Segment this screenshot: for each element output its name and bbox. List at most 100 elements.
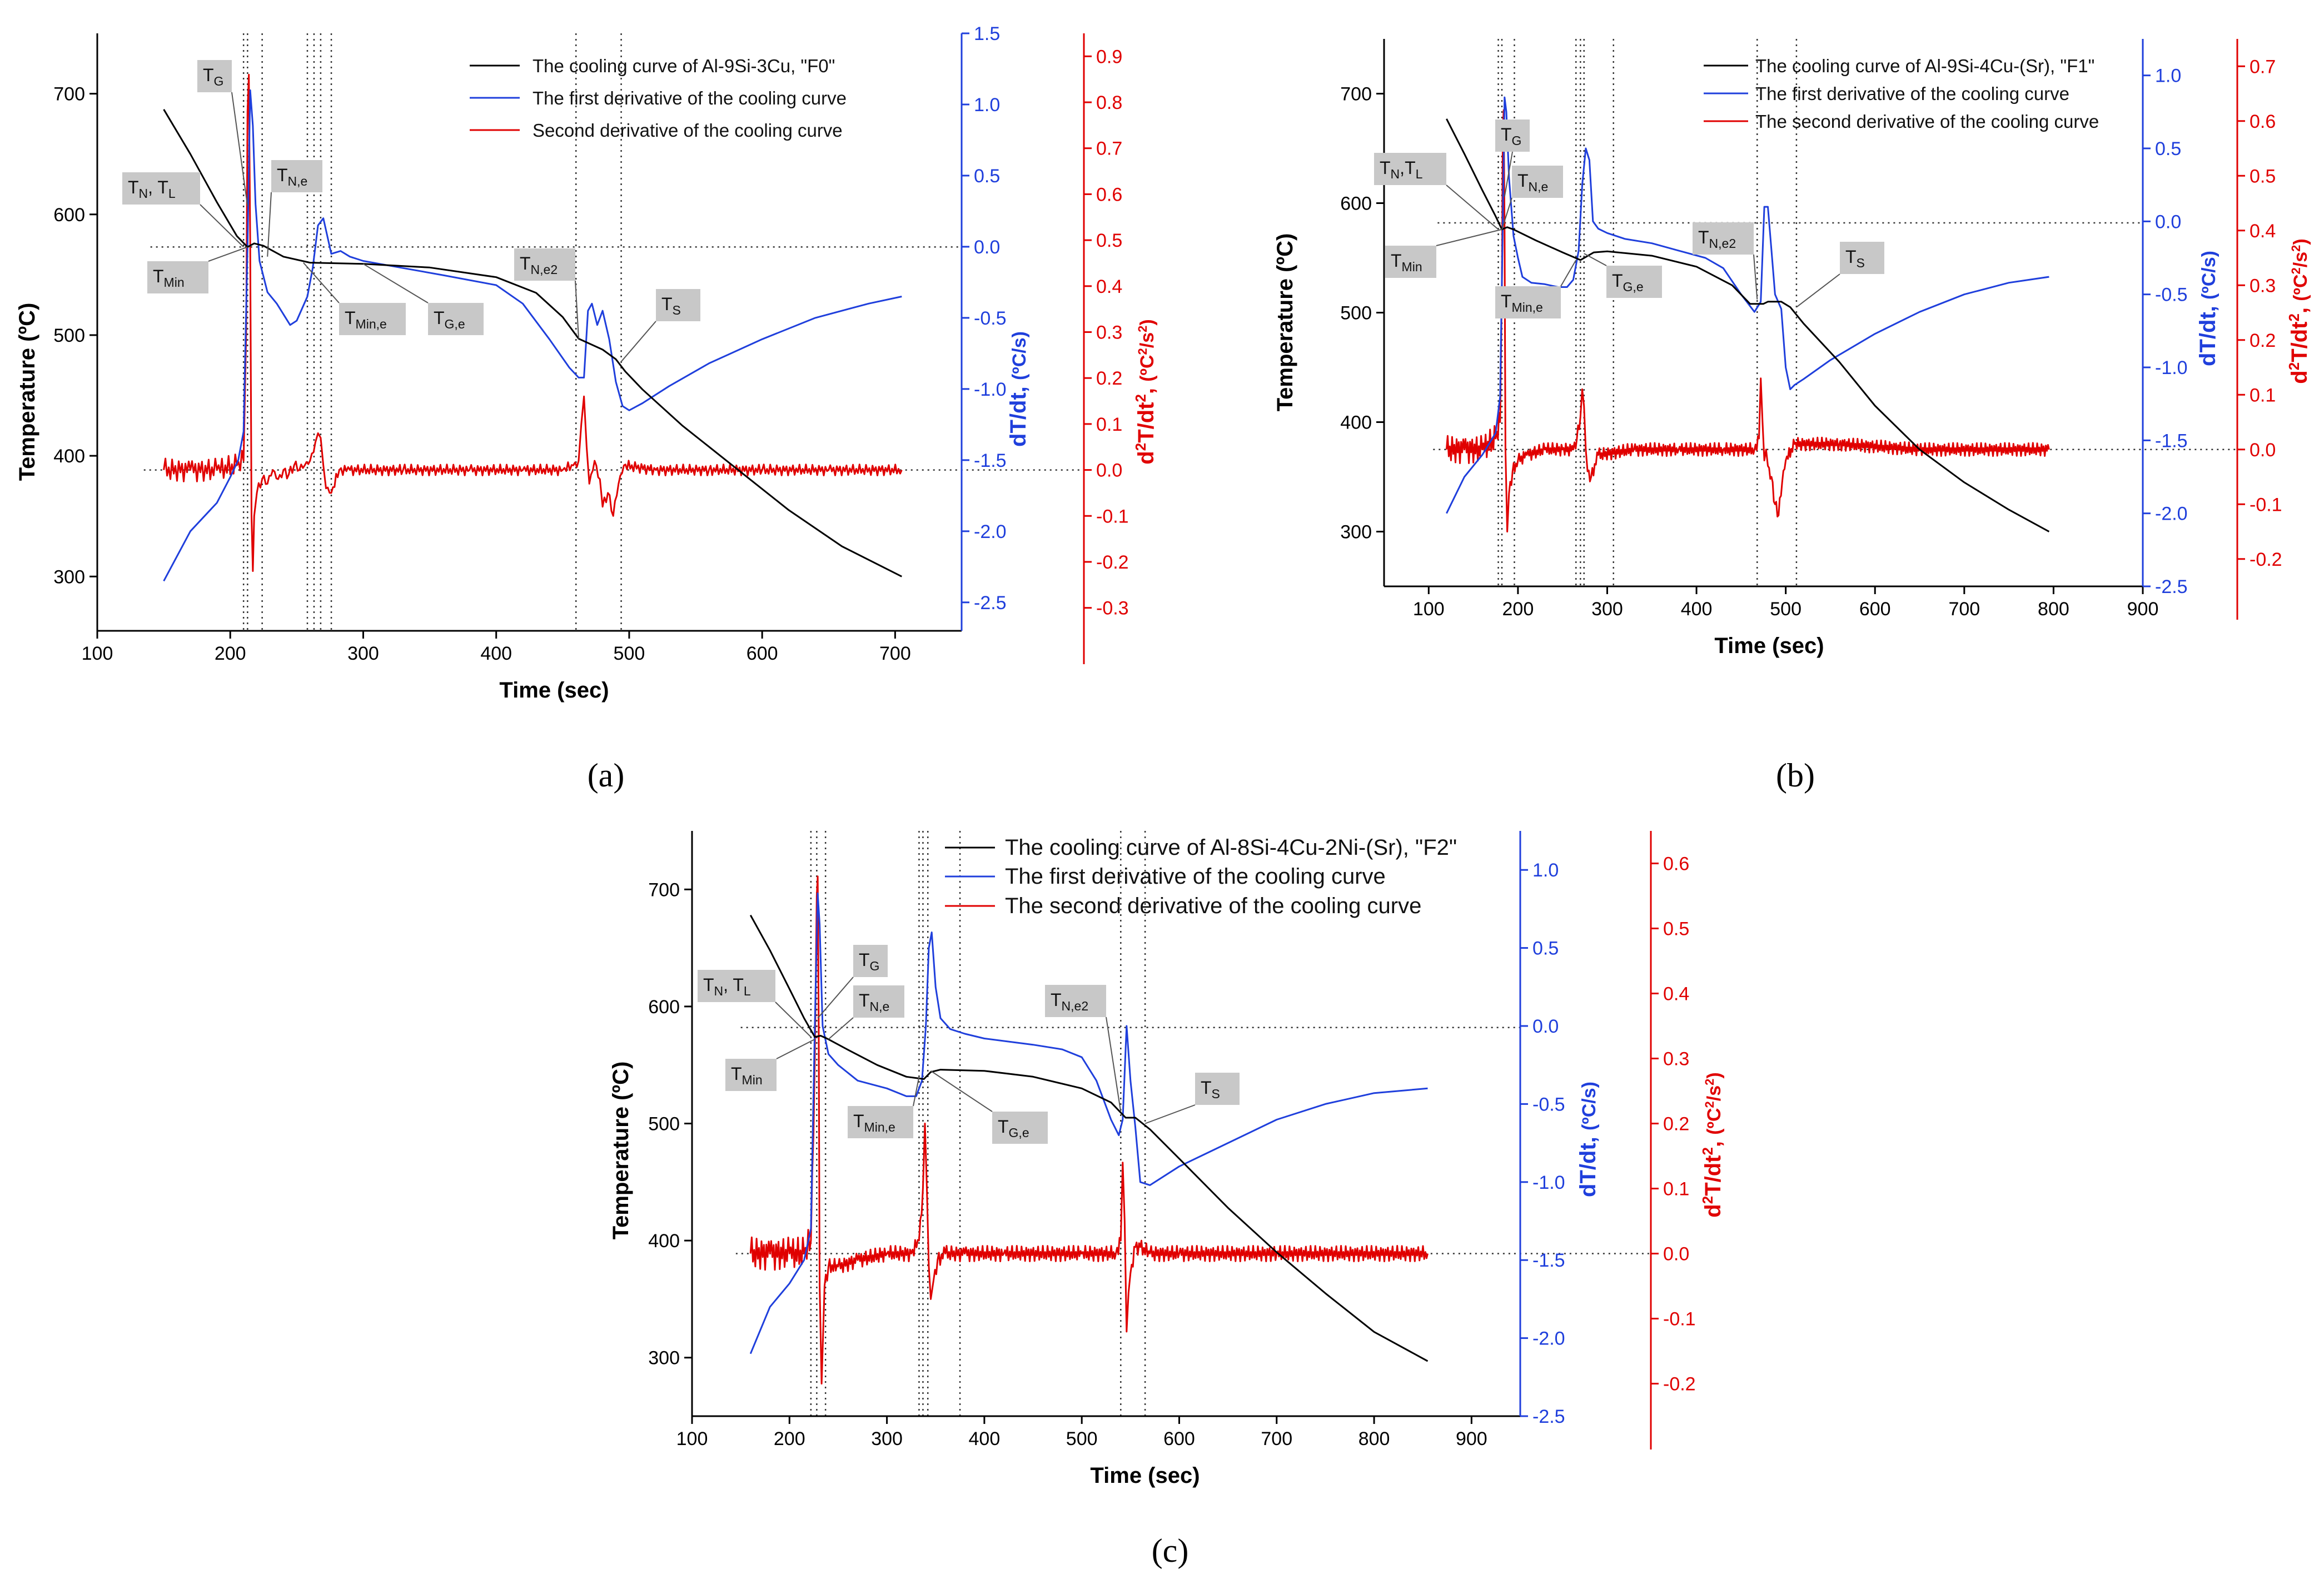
panel-b-annotation-label: TS <box>1845 247 1865 270</box>
panel-c-x-tick-label: 700 <box>1261 1428 1292 1449</box>
panel-a-annotation-leader <box>208 246 248 262</box>
panel-c-annotation-box <box>848 1106 913 1138</box>
panel-c-annotation-label: TG <box>859 950 879 973</box>
panel-b-legend: The cooling curve of Al-9Si-4Cu-(Sr), "F… <box>1704 56 2099 132</box>
panel-b-annotation-leader <box>1436 228 1502 246</box>
panel-b-x-tick-label: 400 <box>1681 599 1713 620</box>
panel-a-annotation-leader <box>620 321 656 362</box>
panel-a-dT-tick-label: -1.0 <box>974 379 1007 400</box>
panel-a-annotation-label: TMin,e <box>345 308 387 331</box>
panel-a-ylabel-dT: dT/dt, (ºC/s) <box>1006 331 1031 447</box>
panel-c-annotation-box <box>992 1112 1048 1144</box>
panel-a-ylabel-temp: Temperature (ºC) <box>15 303 39 481</box>
panel-a-annotation-box <box>122 172 200 205</box>
panel-b-annotation-label: TG,e <box>1612 271 1644 294</box>
panel-a-annotation-box <box>197 60 232 92</box>
panel-b-dT-tick-label: -0.5 <box>2155 285 2188 306</box>
panel-c-d2T-tick-label: 0.3 <box>1663 1049 1689 1070</box>
panel-c-annotation-leader <box>828 1017 854 1040</box>
panel-b-legend-first: The first derivative of the cooling curv… <box>1755 83 2069 104</box>
panel-c-x-tick-label: 400 <box>969 1428 1001 1449</box>
panel-b-annotation-label: TN,e2 <box>1698 227 1736 251</box>
panel-c-annotation-leader <box>776 1038 815 1059</box>
panel-c-x-tick-label: 600 <box>1163 1428 1195 1449</box>
panel-a-dT-tick-label: 1.5 <box>974 23 1000 44</box>
panel-b-annotation-label: TN,e <box>1517 171 1548 194</box>
panel-a-annotation-box <box>514 248 575 281</box>
panel-c-dT-tick-label: -1.5 <box>1532 1250 1565 1271</box>
panel-b-annotation-box <box>1495 119 1530 152</box>
panel-b-dT-tick-label: -1.0 <box>2155 357 2188 378</box>
panel-a-legend-second: Second derivative of the cooling curve <box>533 120 843 141</box>
panel-b-annotation-label: TMin,e <box>1501 291 1543 315</box>
panel-c-annotation-label: TMin <box>731 1064 763 1087</box>
panel-c: 100 200 300 400 500 600 700 800 900 300 400 500 600 7… <box>609 831 1725 1569</box>
panel-a-ylabel-d2T: d2T/dt2, (ºC2/s2) <box>1132 319 1158 464</box>
panel-c-cooling-curve-line <box>749 914 1429 1362</box>
panel-a-annotation-leader <box>575 280 580 339</box>
panel-a-d2T-tick-label: 0.1 <box>1096 414 1122 435</box>
panel-a-dT-tick-label: -0.5 <box>974 308 1007 329</box>
panel-a-annotation-box <box>339 303 406 335</box>
panel-c-temp-tick-label: 700 <box>648 879 680 900</box>
panel-b-d2T-tick-label: 0.2 <box>2250 330 2276 351</box>
panel-c-first-derivative-line <box>749 892 1428 1354</box>
panel-b-annotation-box <box>1693 222 1754 255</box>
panel-b-d2T-tick-label: 0.6 <box>2250 111 2276 132</box>
panel-a-x-tick-label: 200 <box>215 643 246 664</box>
panel-b-temp-tick-label: 500 <box>1340 303 1372 324</box>
panel-a-legend-first: The first derivative of the cooling curv… <box>533 88 847 108</box>
panel-b-cooling-curve-line <box>1446 118 2050 532</box>
panel-c-x-tick-label: 100 <box>676 1428 708 1449</box>
panel-b-dT-tick-label: 1.0 <box>2155 66 2181 87</box>
panel-a-annotation-label: TG <box>203 65 223 88</box>
panel-a-d2T-tick-label: 0.2 <box>1096 368 1122 389</box>
panel-b-xlabel: Time (sec) <box>1714 634 1824 658</box>
panel-c-x-tick-label: 200 <box>774 1428 805 1449</box>
panel-a-annotation-box <box>428 303 484 335</box>
panel-c-x-tick-label: 800 <box>1358 1428 1390 1449</box>
panel-b-annotation-box <box>1606 266 1662 298</box>
panel-c-annotation-label: TG,e <box>998 1117 1029 1140</box>
panel-b-ylabel-dT: dT/dt, (ºC/s) <box>2196 251 2220 366</box>
panel-b-dT-tick-label: -2.5 <box>2155 576 2188 597</box>
panel-c-annotation-label: TN, TL <box>703 975 751 998</box>
panel-a-annotation-label: TMin <box>153 266 185 290</box>
panel-a-caption: (a) <box>588 757 625 794</box>
panel-c-legend-first: The first derivative of the cooling curv… <box>1005 864 1386 889</box>
panel-a-legend-cooling: The cooling curve of Al-9Si-3Cu, "F0" <box>533 56 835 76</box>
panel-b-annotation-leader <box>1501 197 1512 230</box>
panel-a-x-tick-label: 700 <box>879 643 911 664</box>
panel-b-annotation-leader <box>1560 260 1577 287</box>
panel-c-annotation-box <box>1195 1073 1240 1105</box>
panel-a-temp-tick-label: 700 <box>53 84 85 105</box>
panel-c-temp-tick-label: 500 <box>648 1114 680 1135</box>
panel-b-temp-tick-label: 300 <box>1340 522 1372 543</box>
panel-b-annotation-leader <box>1446 185 1499 230</box>
panel-a-d2T-tick-label: -0.2 <box>1096 552 1129 573</box>
panel-c-x-tick-label: 300 <box>871 1428 903 1449</box>
panel-c-dT-tick-label: -1.0 <box>1532 1172 1565 1193</box>
panel-a-dT-tick-label: -1.5 <box>974 450 1007 471</box>
panel-c-annotation-label: TN,e <box>859 990 889 1014</box>
panel-a-d2T-tick-label: 0.8 <box>1096 92 1122 113</box>
panel-b-temp-tick-label: 700 <box>1340 84 1372 105</box>
panel-a-dT-tick-label: -2.5 <box>974 592 1007 614</box>
panel-c-x-tick-label: 900 <box>1456 1428 1487 1449</box>
panel-b-annotation-box <box>1374 153 1446 185</box>
panel-a-annotation-leader <box>362 263 429 303</box>
panel-a-legend: The cooling curve of Al-9Si-3Cu, "F0" Th… <box>470 56 847 141</box>
panel-c-d2T-tick-label: 0.2 <box>1663 1114 1689 1135</box>
panel-a-d2T-tick-label: 0.4 <box>1096 276 1122 297</box>
panel-a-annotation-label: TN,e <box>277 165 307 188</box>
panel-c-dT-tick-label: 0.0 <box>1532 1016 1559 1037</box>
panel-b-d2T-tick-label: 0.7 <box>2250 56 2276 77</box>
panel-c-dT-tick-label: -2.5 <box>1532 1406 1565 1427</box>
panel-a-d2T-tick-label: -0.1 <box>1096 506 1129 527</box>
panel-a-x-tick-label: 400 <box>480 643 512 664</box>
panel-b-annotation-label: TN,TL <box>1380 158 1423 181</box>
panel-c-legend-cooling: The cooling curve of Al-8Si-4Cu-2Ni-(Sr)… <box>1005 835 1457 860</box>
panel-c-annotation-box <box>853 985 904 1018</box>
panel-a-annotation-box <box>656 289 700 321</box>
panel-b-annotation-leader <box>1753 254 1758 300</box>
